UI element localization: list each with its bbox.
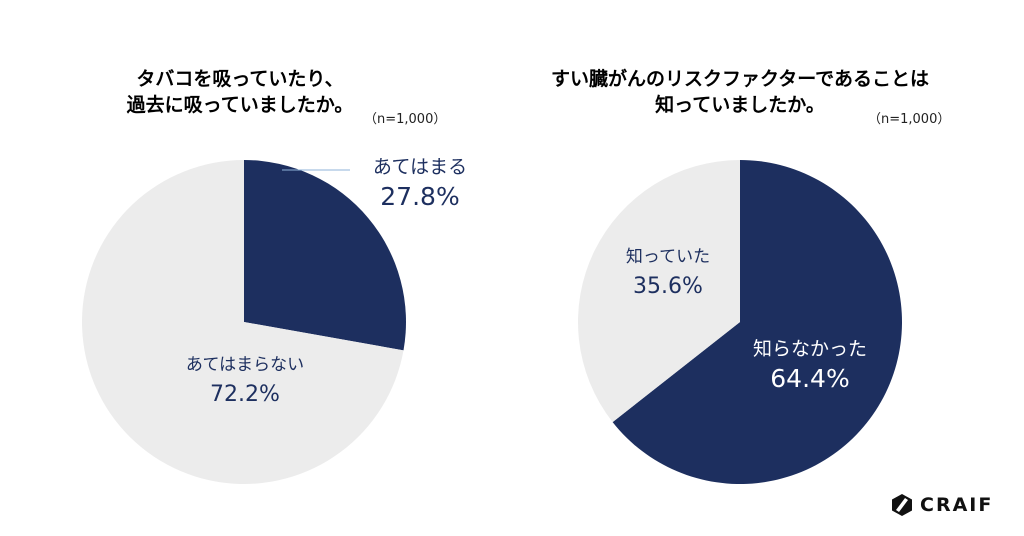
chart2-title: すい臓がんのリスクファクターであることは 知っていましたか。	[500, 66, 980, 118]
logo-text: CRAIF	[920, 494, 994, 516]
slice-value: 27.8%	[380, 182, 460, 211]
chart2-slice2-label: 知っていた 35.6%	[598, 242, 738, 302]
chart2-title-line1: すい臓がんのリスクファクターであることは	[551, 68, 929, 90]
chart1-title-line1: タバコを吸っていたり、	[136, 68, 344, 90]
chart2-title-line2: 知っていましたか。	[655, 94, 825, 116]
chart1-slice-1	[244, 160, 406, 351]
chart1-title-line2: 過去に吸っていましたか。	[126, 94, 354, 116]
chart2-slice-2	[578, 160, 740, 423]
chart2-slice-1	[612, 160, 902, 485]
craif-logo-icon	[892, 494, 912, 516]
slice-label: あてはまらない	[185, 355, 305, 375]
craif-logo: CRAIF	[892, 494, 993, 516]
chart1-slice1-label: あてはまる 27.8%	[350, 152, 490, 212]
chart1-slice-2	[82, 160, 404, 484]
slice-label: 知っていた	[625, 247, 711, 267]
chart2-slice1-label: 知らなかった 64.4%	[730, 334, 890, 394]
slice-value: 64.4%	[770, 364, 850, 393]
chart2-sample-size: （n=1,000）	[868, 112, 951, 127]
chart1-title: タバコを吸っていたり、 過去に吸っていましたか。	[60, 66, 420, 118]
slice-value: 72.2%	[210, 382, 280, 407]
chart1-slice2-label: あてはまらない 72.2%	[150, 350, 340, 410]
slice-label: あてはまる	[372, 156, 468, 178]
slice-value: 35.6%	[633, 274, 703, 299]
slice-label: 知らなかった	[752, 338, 867, 360]
chart1-sample-size: （n=1,000）	[364, 112, 447, 127]
